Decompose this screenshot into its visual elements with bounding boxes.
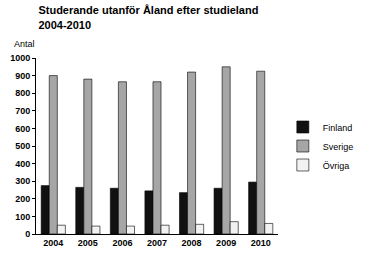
svg-text:2010: 2010	[251, 238, 271, 248]
svg-text:2005: 2005	[78, 238, 98, 248]
svg-text:Övriga: Övriga	[323, 161, 350, 171]
svg-text:Studerande utanför Åland efter: Studerande utanför Åland efter studielan…	[38, 4, 258, 30]
svg-text:300: 300	[15, 176, 30, 186]
svg-text:800: 800	[15, 88, 30, 98]
svg-text:200: 200	[15, 194, 30, 204]
svg-text:400: 400	[15, 159, 30, 169]
svg-text:900: 900	[15, 71, 30, 81]
svg-text:600: 600	[15, 124, 30, 134]
svg-text:500: 500	[15, 141, 30, 151]
svg-text:1000: 1000	[10, 53, 30, 63]
svg-text:100: 100	[15, 212, 30, 222]
svg-text:Finland: Finland	[323, 123, 353, 133]
svg-text:700: 700	[15, 106, 30, 116]
svg-text:2009: 2009	[216, 238, 236, 248]
svg-text:2007: 2007	[147, 238, 167, 248]
svg-text:Sverige: Sverige	[323, 142, 354, 152]
svg-text:2004: 2004	[43, 238, 63, 248]
svg-text:0: 0	[25, 229, 30, 239]
svg-text:Antal: Antal	[14, 39, 35, 49]
svg-text:2006: 2006	[112, 238, 132, 248]
svg-text:2008: 2008	[182, 238, 202, 248]
